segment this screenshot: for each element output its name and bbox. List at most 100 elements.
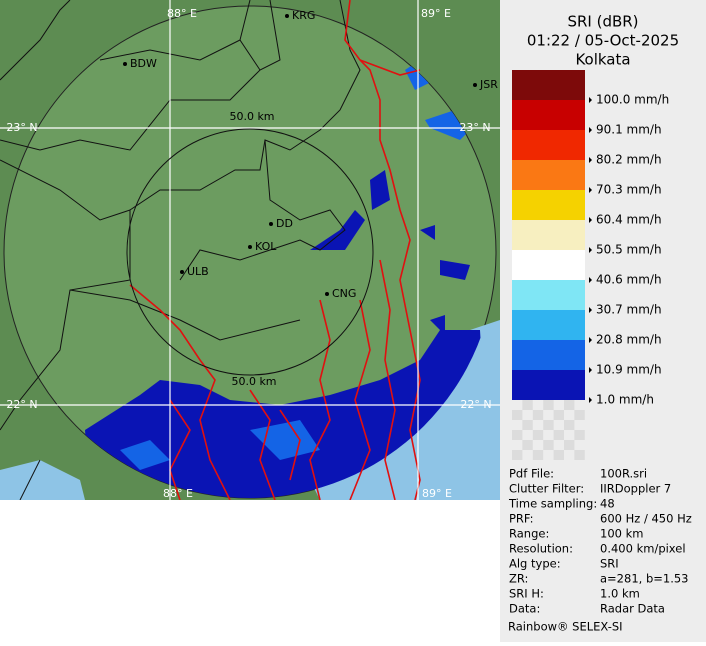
city-marker: [269, 222, 273, 226]
legend-swatch: [512, 340, 585, 370]
transparency-check: [553, 430, 564, 440]
transparency-check: [543, 420, 554, 430]
transparency-check: [532, 450, 544, 460]
transparency-check: [574, 410, 585, 420]
city-marker: [180, 270, 184, 274]
info-value: 600 Hz / 450 Hz: [600, 512, 692, 526]
footer: Rainbow® SELEX-SI: [508, 620, 623, 634]
transparency-check: [564, 440, 575, 450]
city-label: DD: [276, 217, 293, 230]
ring-label: 50.0 km: [231, 375, 276, 388]
legend-tick: [589, 217, 592, 223]
info-key: SRI H:: [509, 587, 544, 601]
legend-label: 70.3 mm/h: [596, 183, 662, 197]
info-value: a=281, b=1.53: [600, 572, 689, 586]
city-label: KRG: [292, 9, 315, 22]
city-marker: [123, 62, 127, 66]
legend-tick: [589, 247, 592, 253]
info-key: ZR:: [509, 572, 528, 586]
legend-label: 60.4 mm/h: [596, 213, 662, 227]
transparency-check: [574, 430, 585, 440]
transparency-check: [532, 430, 544, 440]
info-value: 100R.sri: [600, 467, 647, 481]
info-value: SRI: [600, 557, 619, 571]
info-value: Radar Data: [600, 602, 665, 616]
transparency-check: [564, 420, 575, 430]
info-key: PRF:: [509, 512, 534, 526]
transparency-check: [522, 420, 533, 430]
transparency-check: [532, 410, 544, 420]
info-value: 100 km: [600, 527, 643, 541]
graticule: [0, 0, 500, 500]
legend-swatch: [512, 160, 585, 190]
city-label: BDW: [130, 57, 157, 70]
legend-tick: [589, 277, 592, 283]
transparency-check: [522, 400, 533, 410]
legend-swatch: [512, 220, 585, 250]
legend-label: 10.9 mm/h: [596, 363, 662, 377]
city-marker: [285, 14, 289, 18]
transparency-check: [564, 400, 575, 410]
city-label: KOL: [255, 240, 277, 253]
legend-swatch: [512, 250, 585, 280]
legend-label: 100.0 mm/h: [596, 93, 669, 107]
legend-tick: [589, 397, 592, 403]
legend-tick: [589, 97, 592, 103]
grid-label: 23° N: [459, 121, 490, 134]
transparency-check: [512, 450, 523, 460]
info-key: Resolution:: [509, 542, 573, 556]
legend-swatch: [512, 370, 585, 400]
legend-swatch: [512, 190, 585, 220]
info-key: Alg type:: [509, 557, 561, 571]
legend-swatch: [512, 130, 585, 160]
legend-label: 80.2 mm/h: [596, 153, 662, 167]
info-value: 1.0 km: [600, 587, 640, 601]
legend-swatch: [512, 280, 585, 310]
city-label: JSR: [479, 78, 498, 91]
info-value: IIRDoppler 7: [600, 482, 671, 496]
transparency-check: [522, 440, 533, 450]
legend-label: 40.6 mm/h: [596, 273, 662, 287]
transparency-check: [543, 440, 554, 450]
transparency-check: [553, 410, 564, 420]
inner-ring: [126, 128, 374, 376]
grid-label: 88° E: [163, 487, 193, 500]
city-label: CNG: [332, 287, 356, 300]
legend-tick: [589, 307, 592, 313]
legend-title: 01:22 / 05-Oct-2025: [527, 32, 679, 50]
legend-label: 1.0 mm/h: [596, 393, 654, 407]
legend-tick: [589, 367, 592, 373]
grid-label: 88° E: [167, 7, 197, 20]
grid-label: 89° E: [421, 7, 451, 20]
legend-title: SRI (dBR): [567, 13, 638, 31]
grid-label: 23° N: [6, 121, 37, 134]
city-marker: [325, 292, 329, 296]
info-key: Data:: [509, 602, 540, 616]
grid-label: 89° E: [422, 487, 452, 500]
grid-label: 22° N: [460, 398, 491, 411]
info-key: Time sampling:: [508, 497, 597, 511]
legend-title: Kolkata: [575, 51, 630, 69]
legend-tick: [589, 127, 592, 133]
info-key: Pdf File:: [509, 467, 554, 481]
legend-label: 90.1 mm/h: [596, 123, 662, 137]
legend-label: 20.8 mm/h: [596, 333, 662, 347]
transparency-check: [512, 430, 523, 440]
transparency-check: [512, 410, 523, 420]
legend-panel: SRI (dBR) 01:22 / 05-Oct-2025 Kolkata 100.0…: [500, 0, 706, 642]
legend-label: 50.5 mm/h: [596, 243, 662, 257]
info-value: 48: [600, 497, 615, 511]
city-marker: [473, 83, 477, 87]
ring-label: 50.0 km: [229, 110, 274, 123]
city-label: ULB: [187, 265, 209, 278]
info-key: Range:: [509, 527, 549, 541]
radar-map: 88° E 89° E 23° N 23° N 22° N 22° N 88° E 89° E…: [0, 0, 500, 500]
grid-label: 22° N: [6, 398, 37, 411]
legend-swatch: [512, 70, 585, 100]
transparency-check: [574, 450, 585, 460]
district-borders: [0, 0, 361, 500]
legend-tick: [589, 187, 592, 193]
legend-swatch: [512, 100, 585, 130]
